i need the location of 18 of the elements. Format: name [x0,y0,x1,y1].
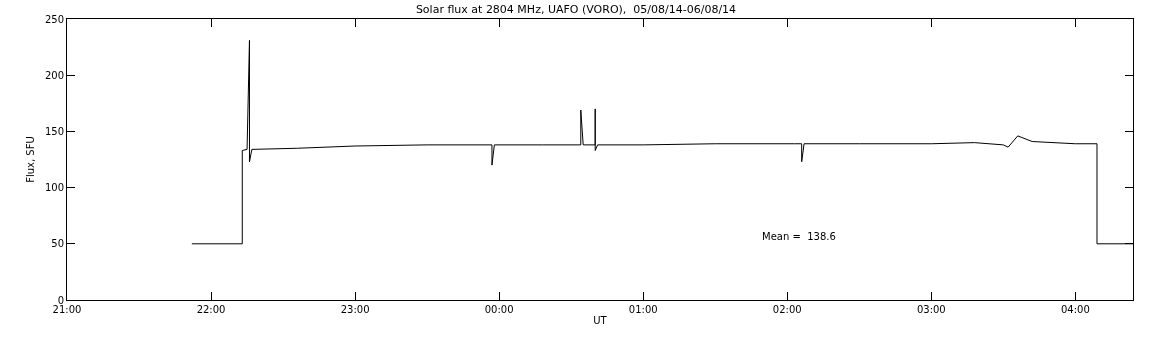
x-tick-label: 22:00 [196,304,226,315]
annotation: Mean = 138.6 [762,231,836,242]
x-tick-label: 02:00 [772,304,802,315]
x-tick-label: 01:00 [628,304,658,315]
y-tick-label: 100 [44,182,64,194]
y-tick-label: 50 [51,238,64,250]
x-tick-label: 21:00 [52,304,82,315]
y-tick-label: 0 [57,294,64,306]
x-axis-title: UT [593,314,608,326]
y-axis-title: Flux, SFU [24,136,36,183]
x-tick-label: 00:00 [484,304,514,315]
chart-title: Solar flux at 2804 MHz, UAFO (VORO), 05/08/14-06/08/14 [415,2,737,16]
x-tick-label: 23:00 [340,304,370,315]
y-tick-label: 200 [44,69,64,81]
x-tick-label: 04:00 [1060,304,1090,315]
y-tick-label: 250 [44,13,64,25]
x-tick-label: 03:00 [916,304,946,315]
y-tick-label: 150 [44,125,64,137]
